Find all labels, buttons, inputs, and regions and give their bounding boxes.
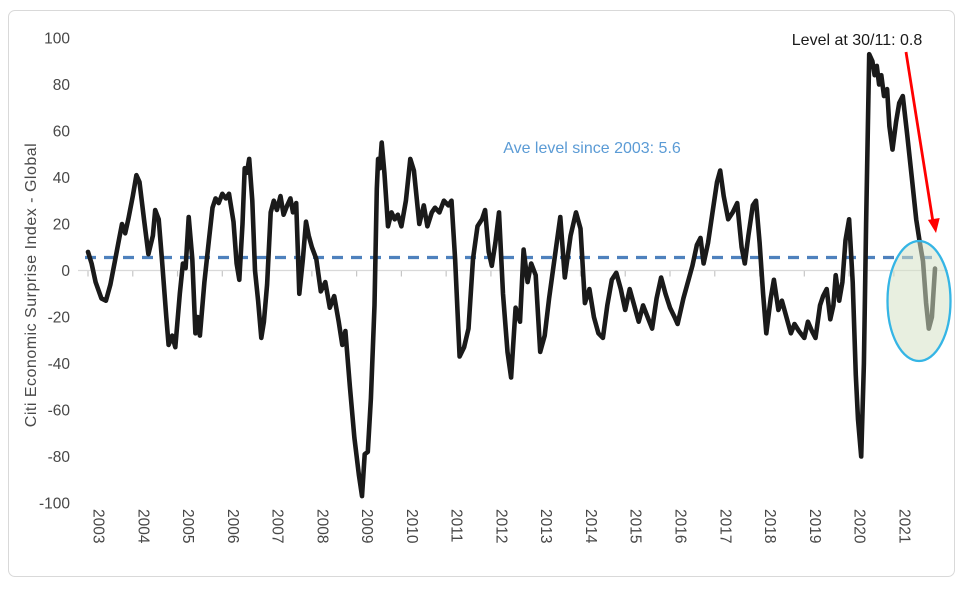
x-tick-label: 2013 [537, 509, 554, 543]
y-tick-label: 20 [53, 216, 71, 233]
x-tick-label: 2020 [851, 509, 868, 544]
x-tick-label: 2018 [761, 509, 778, 543]
y-tick-label: 60 [53, 123, 71, 140]
x-tick-label: 2016 [672, 509, 689, 543]
y-tick-label: 80 [53, 77, 71, 94]
y-tick-label: 100 [44, 30, 70, 47]
x-tick-label: 2017 [716, 509, 733, 543]
x-axis-labels: 2003 2004 2005 2006 2007 2008 2009 2010 2011 2012… [90, 509, 913, 544]
red-arrow-head [927, 218, 940, 233]
x-tick-label: 2007 [269, 509, 286, 543]
x-tick-label: 2021 [895, 509, 912, 543]
series-line [85, 51, 938, 499]
y-tick-label: -100 [39, 496, 70, 513]
x-tick-label: 2006 [224, 509, 241, 543]
y-tick-label: -80 [48, 449, 71, 466]
x-tick-label: 2010 [403, 509, 420, 544]
x-tick-label: 2003 [90, 509, 107, 543]
average-level-annotation: Ave level since 2003: 5.6 [503, 140, 681, 157]
y-axis-labels: 100 80 60 40 20 0 -20 -40 -60 -80 -100 [39, 30, 70, 512]
y-tick-label: 40 [53, 170, 71, 187]
y-tick-label: 0 [61, 263, 70, 280]
x-tick-label: 2019 [806, 509, 823, 543]
red-arrow-line [904, 51, 935, 223]
y-tick-label: -20 [48, 310, 71, 327]
x-tick-label: 2015 [627, 509, 644, 543]
x-tick-label: 2009 [358, 509, 375, 543]
x-tick-label: 2012 [492, 509, 509, 543]
y-axis-title: Citi Economic Surprise Index - Global [23, 143, 40, 427]
x-axis-tickmarks [87, 270, 895, 277]
y-tick-label: -60 [48, 403, 71, 420]
y-tick-label: -40 [48, 356, 71, 373]
x-tick-label: 2005 [179, 509, 196, 543]
x-tick-label: 2014 [582, 509, 599, 544]
highlight-ellipse [886, 239, 952, 363]
x-tick-label: 2004 [134, 509, 151, 544]
x-tick-label: 2008 [313, 509, 330, 543]
x-tick-label: 2011 [448, 509, 465, 542]
level-annotation: Level at 30/11: 0.8 [792, 32, 923, 49]
